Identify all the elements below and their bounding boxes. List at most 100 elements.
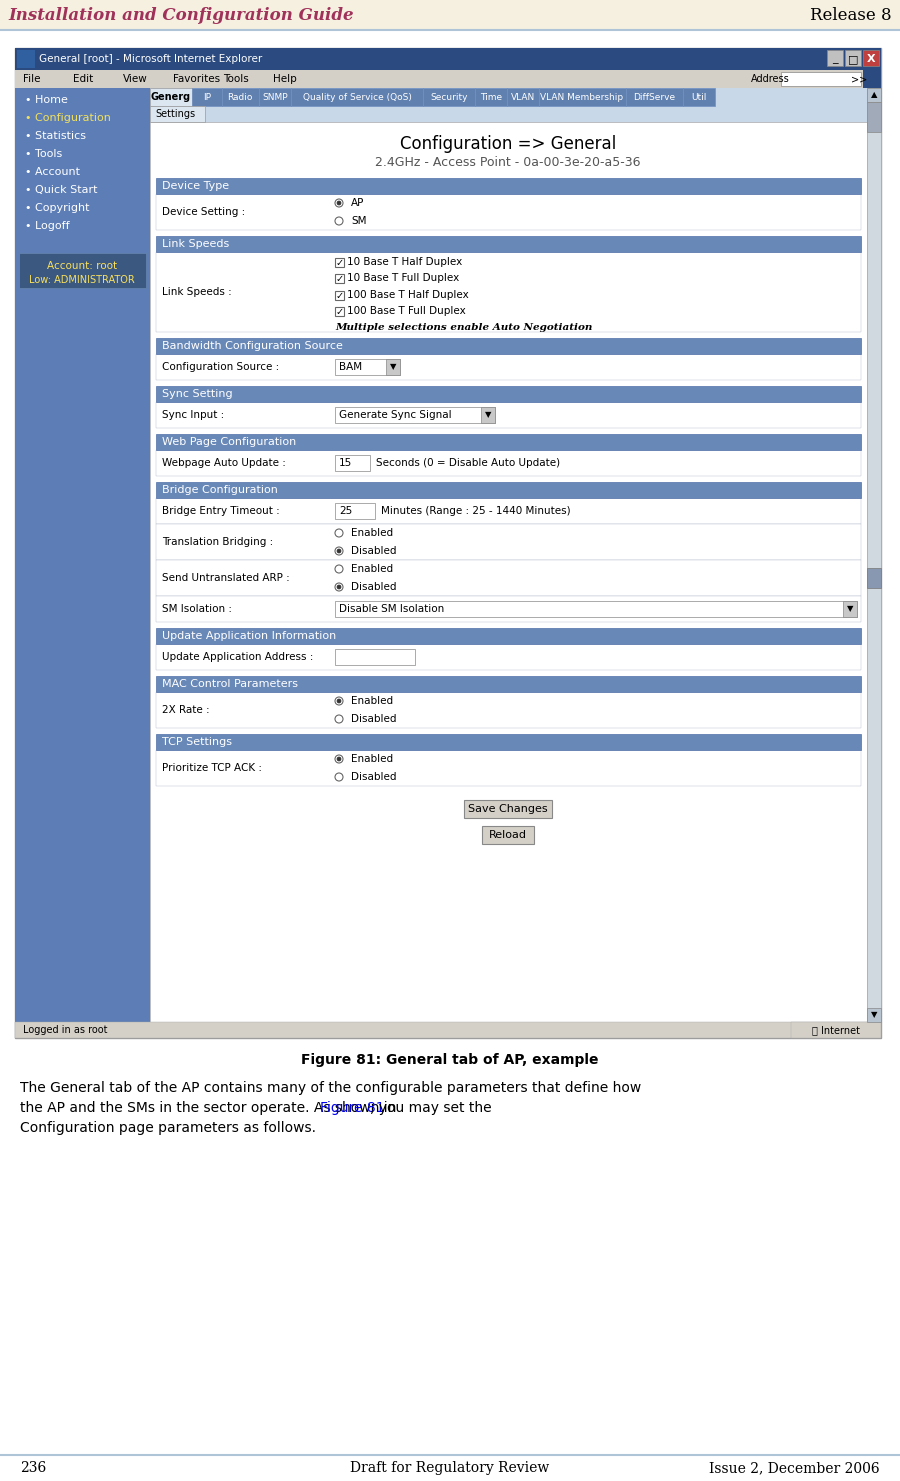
Text: _: _ bbox=[832, 53, 838, 64]
Text: 100 Base T Full Duplex: 100 Base T Full Duplex bbox=[347, 305, 466, 315]
Bar bbox=[423, 87, 475, 107]
Bar bbox=[17, 50, 35, 68]
Bar bbox=[150, 107, 205, 121]
Bar bbox=[863, 50, 879, 67]
Text: • Quick Start: • Quick Start bbox=[25, 185, 97, 195]
Circle shape bbox=[337, 699, 341, 703]
Text: Disabled: Disabled bbox=[351, 582, 397, 592]
Text: Disabled: Disabled bbox=[351, 546, 397, 555]
Bar bbox=[156, 178, 861, 194]
Text: Settings: Settings bbox=[155, 110, 195, 118]
Circle shape bbox=[337, 585, 341, 589]
Text: Time: Time bbox=[480, 92, 502, 102]
Text: Figure 81: Figure 81 bbox=[320, 1100, 384, 1115]
Bar bbox=[481, 407, 495, 424]
Bar bbox=[335, 504, 375, 518]
Text: • Account: • Account bbox=[25, 167, 80, 178]
Text: Sync Setting: Sync Setting bbox=[162, 390, 232, 398]
Bar bbox=[156, 560, 861, 595]
Text: ▼: ▼ bbox=[485, 410, 491, 419]
Text: • Statistics: • Statistics bbox=[25, 130, 86, 141]
Bar bbox=[845, 50, 861, 67]
Bar bbox=[335, 407, 495, 424]
Text: Draft for Regulatory Review: Draft for Regulatory Review bbox=[350, 1460, 550, 1475]
Text: Bridge Configuration: Bridge Configuration bbox=[162, 484, 278, 495]
Text: Enabled: Enabled bbox=[351, 696, 393, 706]
Text: VLAN Membership: VLAN Membership bbox=[540, 92, 624, 102]
Bar bbox=[156, 628, 861, 644]
Bar bbox=[156, 434, 861, 450]
Text: DiffServe: DiffServe bbox=[633, 92, 675, 102]
Bar bbox=[156, 338, 861, 354]
Text: ✓: ✓ bbox=[336, 274, 344, 284]
Text: SNMP: SNMP bbox=[262, 92, 288, 102]
Text: 🌐 Internet: 🌐 Internet bbox=[812, 1025, 860, 1035]
Text: AP: AP bbox=[351, 198, 364, 207]
Bar bbox=[335, 358, 400, 375]
Bar bbox=[156, 498, 861, 524]
Text: Generate Sync Signal: Generate Sync Signal bbox=[339, 410, 452, 421]
Text: 10 Base T Half Duplex: 10 Base T Half Duplex bbox=[347, 258, 463, 267]
Bar bbox=[539, 87, 626, 107]
Text: VLAN: VLAN bbox=[511, 92, 536, 102]
Bar bbox=[291, 87, 423, 107]
Bar bbox=[15, 70, 881, 87]
Text: SM: SM bbox=[351, 216, 366, 227]
Text: IP: IP bbox=[203, 92, 211, 102]
Bar bbox=[335, 290, 344, 299]
Text: Enabled: Enabled bbox=[351, 529, 393, 538]
Text: X: X bbox=[867, 53, 876, 64]
Text: Favorites: Favorites bbox=[173, 74, 220, 84]
Bar bbox=[867, 569, 881, 588]
Text: Multiple selections enable Auto Negotiation: Multiple selections enable Auto Negotiat… bbox=[335, 323, 592, 332]
Bar bbox=[335, 601, 857, 618]
Text: • Home: • Home bbox=[25, 95, 68, 105]
Bar bbox=[156, 749, 861, 786]
Text: Link Speeds :: Link Speeds : bbox=[162, 287, 232, 298]
Bar bbox=[156, 194, 861, 230]
Text: • Copyright: • Copyright bbox=[25, 203, 89, 213]
Text: Enabled: Enabled bbox=[351, 754, 393, 764]
Text: Util: Util bbox=[691, 92, 707, 102]
Text: • Configuration: • Configuration bbox=[25, 113, 111, 123]
Bar bbox=[475, 87, 507, 107]
Text: Webpage Auto Update :: Webpage Auto Update : bbox=[162, 458, 286, 468]
Text: 2X Rate :: 2X Rate : bbox=[162, 705, 210, 715]
Bar bbox=[482, 826, 534, 844]
Bar bbox=[156, 692, 861, 729]
Text: Configuration Source :: Configuration Source : bbox=[162, 361, 279, 372]
Bar bbox=[464, 800, 552, 818]
Text: • Logoff: • Logoff bbox=[25, 221, 69, 231]
Bar bbox=[156, 387, 861, 401]
Text: Address: Address bbox=[751, 74, 790, 84]
Bar bbox=[15, 47, 881, 1038]
Bar bbox=[156, 481, 861, 498]
Bar bbox=[156, 354, 861, 381]
Text: Send Untranslated ARP :: Send Untranslated ARP : bbox=[162, 573, 290, 584]
Text: File: File bbox=[23, 74, 40, 84]
Text: General [root] - Microsoft Internet Explorer: General [root] - Microsoft Internet Expl… bbox=[39, 53, 262, 64]
Text: 2.4GHz - Access Point - 0a-00-3e-20-a5-36: 2.4GHz - Access Point - 0a-00-3e-20-a5-3… bbox=[375, 156, 641, 169]
Bar bbox=[867, 102, 881, 132]
Bar bbox=[626, 87, 683, 107]
Bar bbox=[843, 601, 857, 618]
Text: • Tools: • Tools bbox=[25, 150, 62, 158]
Bar bbox=[827, 50, 843, 67]
Bar bbox=[791, 1022, 881, 1038]
Bar bbox=[150, 121, 867, 1022]
Text: Security: Security bbox=[430, 92, 468, 102]
Text: Reload: Reload bbox=[489, 829, 527, 840]
Bar bbox=[156, 675, 861, 692]
Text: The General tab of the AP contains many of the configurable parameters that defi: The General tab of the AP contains many … bbox=[20, 1081, 641, 1094]
Text: Save Changes: Save Changes bbox=[468, 804, 548, 815]
Text: Minutes (Range : 25 - 1440 Minutes): Minutes (Range : 25 - 1440 Minutes) bbox=[381, 507, 571, 515]
Bar bbox=[386, 358, 400, 375]
Bar bbox=[863, 70, 881, 87]
Bar bbox=[192, 87, 222, 107]
Text: MAC Control Parameters: MAC Control Parameters bbox=[162, 678, 298, 689]
Text: View: View bbox=[123, 74, 148, 84]
Bar bbox=[335, 274, 344, 283]
Text: >>: >> bbox=[851, 74, 868, 84]
Text: Sync Input :: Sync Input : bbox=[162, 410, 224, 421]
Bar bbox=[335, 258, 344, 267]
